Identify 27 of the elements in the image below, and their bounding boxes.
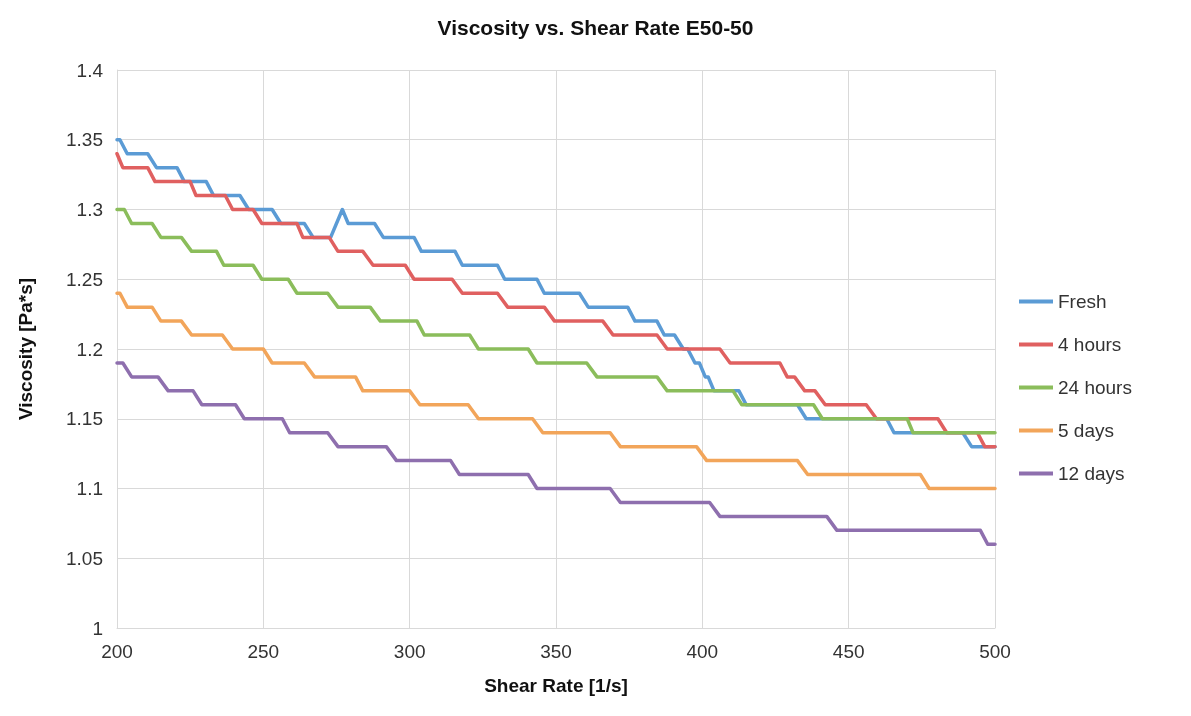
y-axis-title: Viscosity [Pa*s] xyxy=(15,277,36,421)
legend-label: Fresh xyxy=(1058,291,1107,312)
x-tick-label: 300 xyxy=(393,641,426,662)
legend-label: 24 hours xyxy=(1058,377,1132,398)
y-tick-label: 1.35 xyxy=(66,129,103,151)
x-tick-label: 400 xyxy=(686,641,719,662)
x-tick-label: 200 xyxy=(101,641,133,662)
y-tick-label: 1.4 xyxy=(76,59,104,81)
y-tick-label: 1.3 xyxy=(76,199,103,220)
y-tick-label: 1.05 xyxy=(66,547,103,569)
legend-label: 5 days xyxy=(1058,420,1114,441)
y-tick-label: 1.2 xyxy=(76,338,103,360)
y-tick-label: 1.15 xyxy=(66,408,103,430)
line-series xyxy=(115,291,997,491)
x-tick-label: 500 xyxy=(979,641,1011,662)
y-tick-label: 1.25 xyxy=(66,268,103,290)
line-series xyxy=(115,361,997,547)
legend-label: 12 days xyxy=(1058,463,1125,484)
chart-title: Viscosity vs. Shear Rate E50-50 xyxy=(437,16,754,39)
legend-label: 4 hours xyxy=(1058,334,1122,355)
y-tick-label: 1 xyxy=(92,617,103,639)
x-tick-label: 350 xyxy=(540,641,572,662)
line-series xyxy=(115,207,997,435)
y-tick-label: 1.1 xyxy=(76,478,103,499)
x-tick-label: 250 xyxy=(247,641,280,662)
x-axis-title: Shear Rate [1/s] xyxy=(484,675,628,696)
x-tick-label: 450 xyxy=(832,641,865,662)
